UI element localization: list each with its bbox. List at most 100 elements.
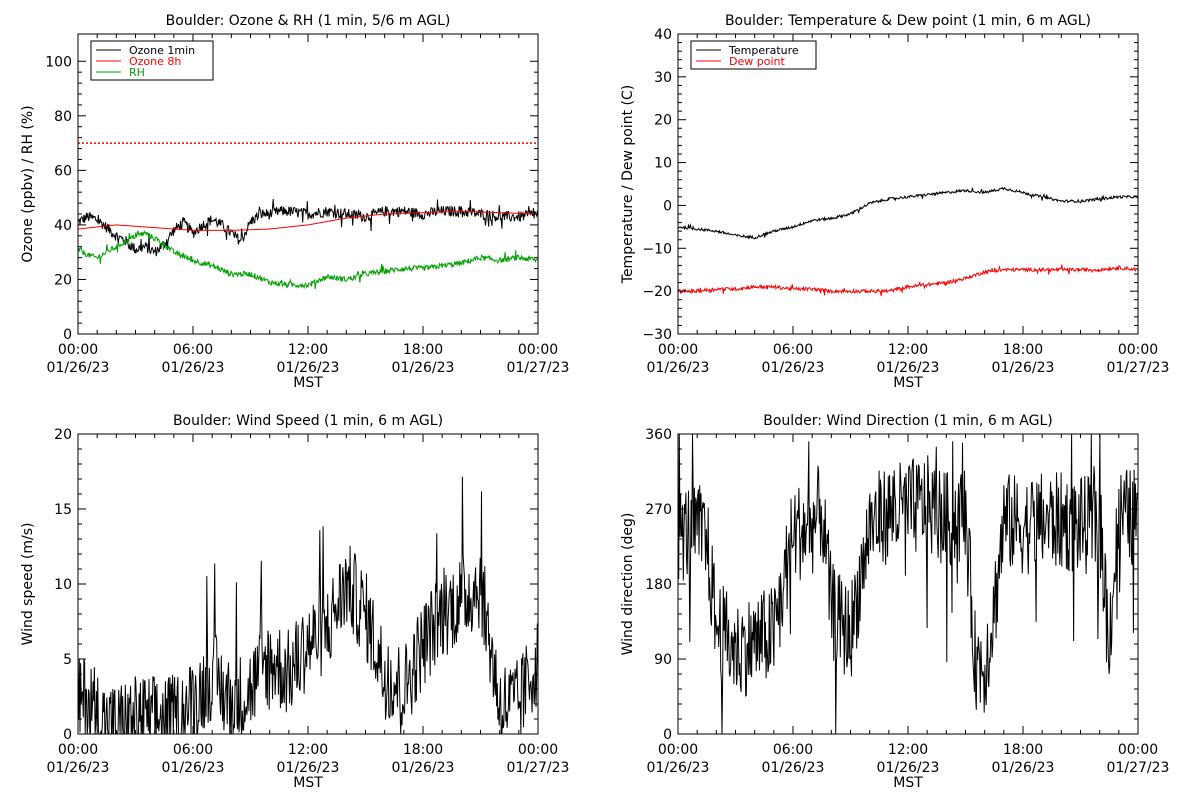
x-tick-time: 18:00 xyxy=(403,342,443,358)
legend-entry: Ozone 1min xyxy=(129,44,195,57)
x-tick-date: 01/27/23 xyxy=(1107,360,1170,376)
series-dew-point xyxy=(678,264,1138,297)
chart-panel-1: Boulder: Ozone & RH (1 min, 5/6 m AGL) 0 2… xyxy=(20,13,569,391)
x-tick-date: 01/26/23 xyxy=(762,760,825,776)
x-tick-time: 18:00 xyxy=(1003,742,1043,758)
x-tick-date: 01/26/23 xyxy=(162,760,225,776)
x-tick-time: 00:00 xyxy=(58,742,98,758)
chart-panel-3: Boulder: Wind Speed (1 min, 6 m AGL) 0 5 10… xyxy=(20,413,569,791)
x-tick-time: 00:00 xyxy=(658,342,698,358)
x-tick-time: 06:00 xyxy=(773,742,813,758)
legend-box xyxy=(690,40,817,70)
plot-area xyxy=(78,476,538,734)
x-tick-time: 00:00 xyxy=(518,342,558,358)
legend-entry: Temperature xyxy=(728,44,799,57)
x-tick-date: 01/26/23 xyxy=(162,360,225,376)
y-tick-label: 0 xyxy=(663,727,672,743)
y-tick-label: 15 xyxy=(54,502,72,518)
series-line xyxy=(78,476,538,734)
x-tick-time: 00:00 xyxy=(518,742,558,758)
x-tick-date: 01/27/23 xyxy=(507,760,570,776)
x-tick-time: 12:00 xyxy=(288,342,328,358)
x-tick-date: 01/26/23 xyxy=(647,360,710,376)
y-tick-label: −10 xyxy=(642,241,672,257)
y-tick-label: 80 xyxy=(54,109,72,125)
x-axis-label: MST xyxy=(293,775,323,791)
y-tick-label: 90 xyxy=(654,652,672,668)
x-tick-date: 01/26/23 xyxy=(47,360,110,376)
x-axis-label: MST xyxy=(893,775,923,791)
x-tick-date: 01/26/23 xyxy=(277,360,340,376)
series-temperature xyxy=(678,186,1138,240)
y-tick-label: 40 xyxy=(54,218,72,234)
y-tick-label: 360 xyxy=(645,427,672,443)
x-tick-time: 06:00 xyxy=(173,742,213,758)
plot-area xyxy=(78,142,538,290)
x-tick-date: 01/26/23 xyxy=(992,760,1055,776)
chart-panel-4: Boulder: Wind Direction (1 min, 6 m AGL)… xyxy=(620,413,1169,791)
y-axis-label: Wind speed (m/s) xyxy=(20,523,36,646)
chart-title: Boulder: Temperature & Dew point (1 min,… xyxy=(725,13,1091,29)
y-tick-label: 20 xyxy=(654,113,672,129)
y-tick-label: 60 xyxy=(54,163,72,179)
legend-entry: Dew point xyxy=(729,55,785,68)
x-tick-date: 01/26/23 xyxy=(877,760,940,776)
x-tick-time: 00:00 xyxy=(1118,742,1158,758)
series-ozone-8h xyxy=(78,210,538,231)
x-tick-date: 01/27/23 xyxy=(1107,760,1170,776)
x-tick-date: 01/26/23 xyxy=(647,760,710,776)
y-tick-label: 5 xyxy=(63,652,72,668)
x-tick-date: 01/26/23 xyxy=(762,360,825,376)
y-tick-label: 0 xyxy=(63,727,72,743)
chart-title: Boulder: Wind Speed (1 min, 6 m AGL) xyxy=(173,413,443,429)
y-tick-label: −20 xyxy=(642,284,672,300)
x-tick-date: 01/26/23 xyxy=(392,760,455,776)
chart-title: Boulder: Wind Direction (1 min, 6 m AGL) xyxy=(763,413,1052,429)
x-tick-time: 12:00 xyxy=(288,742,328,758)
chart-panel-2: Boulder: Temperature & Dew point (1 min,… xyxy=(620,13,1169,391)
y-tick-label: 10 xyxy=(654,156,672,172)
y-tick-label: 180 xyxy=(645,577,672,593)
plot-area xyxy=(678,434,1138,734)
x-tick-time: 12:00 xyxy=(888,342,928,358)
x-tick-time: 18:00 xyxy=(1003,342,1043,358)
y-tick-label: 0 xyxy=(663,198,672,214)
y-tick-label: −30 xyxy=(642,327,672,343)
x-tick-date: 01/26/23 xyxy=(47,760,110,776)
x-axis-label: MST xyxy=(293,375,323,391)
plot-frame xyxy=(677,33,1139,335)
series-rh xyxy=(78,230,538,290)
legend-entry: RH xyxy=(129,66,145,79)
series-line xyxy=(678,434,1138,734)
y-tick-label: 20 xyxy=(54,427,72,443)
x-tick-time: 06:00 xyxy=(173,342,213,358)
x-tick-time: 00:00 xyxy=(1118,342,1158,358)
y-tick-label: 20 xyxy=(54,272,72,288)
x-tick-time: 00:00 xyxy=(58,342,98,358)
chart-title: Boulder: Ozone & RH (1 min, 5/6 m AGL) xyxy=(166,13,451,29)
series-ozone-1min xyxy=(78,199,538,257)
y-tick-label: 100 xyxy=(45,54,72,70)
x-tick-date: 01/26/23 xyxy=(992,360,1055,376)
x-tick-time: 06:00 xyxy=(773,342,813,358)
legend-entry: Ozone 8h xyxy=(129,55,181,68)
plot-frame xyxy=(677,433,1139,735)
y-axis-label: Wind direction (deg) xyxy=(620,513,636,656)
y-tick-label: 40 xyxy=(654,27,672,43)
x-tick-date: 01/26/23 xyxy=(877,360,940,376)
y-tick-label: 0 xyxy=(63,327,72,343)
x-tick-date: 01/27/23 xyxy=(507,360,570,376)
y-tick-label: 30 xyxy=(654,70,672,86)
y-axis-label: Ozone (ppbv) / RH (%) xyxy=(20,105,36,262)
plot-area xyxy=(678,186,1138,297)
y-axis-label: Temperature / Dew point (C) xyxy=(620,85,636,284)
x-tick-time: 00:00 xyxy=(658,742,698,758)
y-tick-label: 270 xyxy=(645,502,672,518)
x-tick-date: 01/26/23 xyxy=(392,360,455,376)
x-tick-date: 01/26/23 xyxy=(277,760,340,776)
x-axis-label: MST xyxy=(893,375,923,391)
y-tick-label: 10 xyxy=(54,577,72,593)
